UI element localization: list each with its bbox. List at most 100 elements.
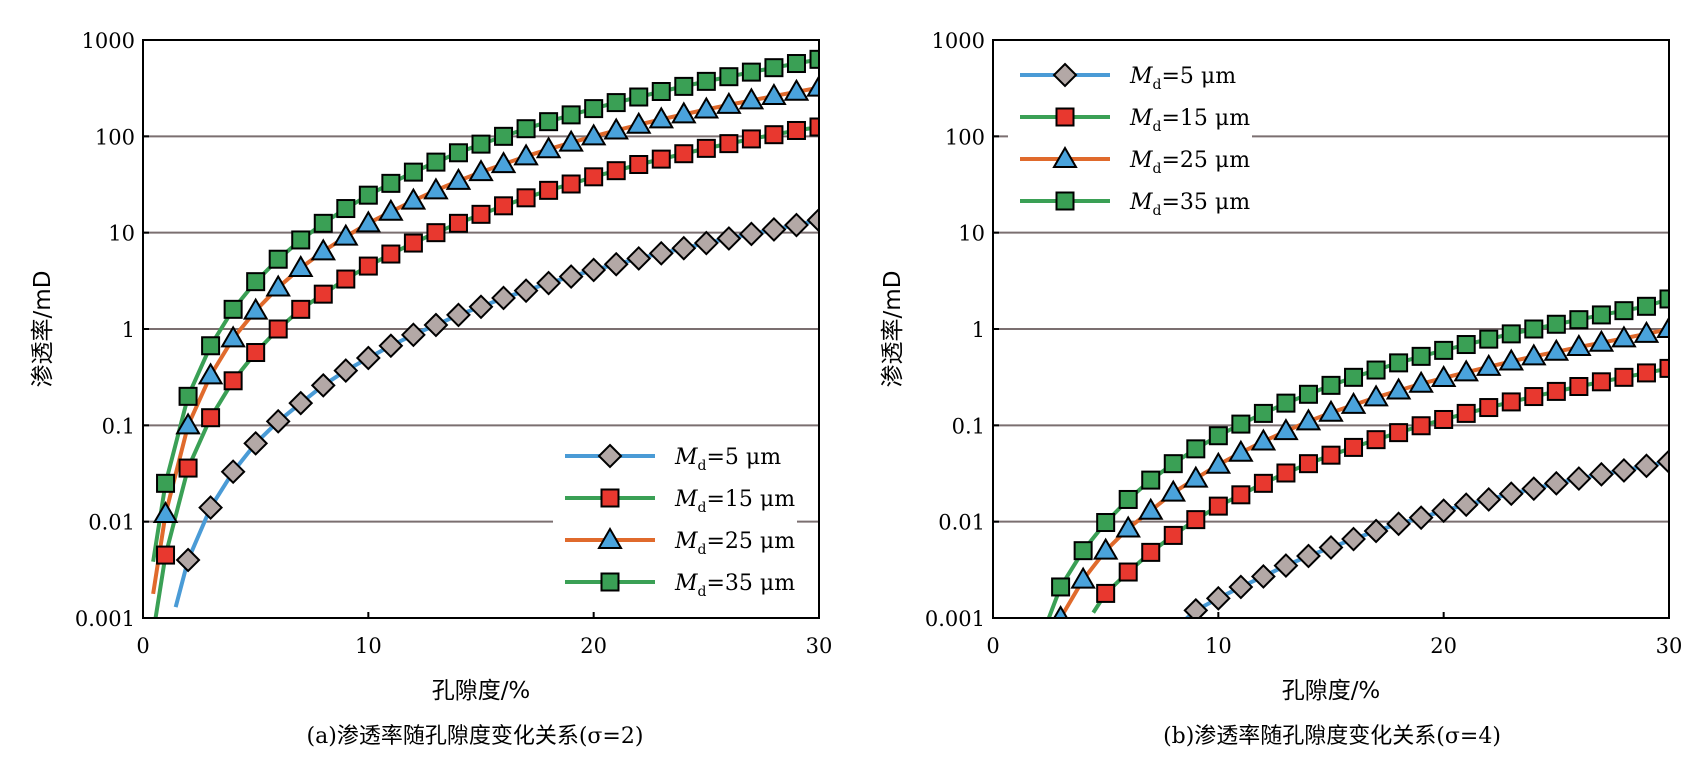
data-point	[1566, 334, 1592, 357]
legend-symbol: M	[1129, 190, 1153, 215]
data-point	[581, 257, 607, 283]
x-axis-title: 孔隙度/%	[432, 678, 531, 704]
data-point	[197, 362, 224, 385]
data-point	[535, 136, 562, 159]
data-point	[716, 91, 742, 114]
legend-symbol: M	[1129, 64, 1153, 89]
data-point	[201, 336, 221, 356]
data-point	[423, 312, 449, 338]
legend-value: =15 μm	[707, 487, 796, 512]
legend-symbol: M	[1129, 148, 1153, 173]
data-point	[1070, 566, 1096, 589]
data-point	[287, 254, 314, 277]
data-point	[355, 345, 381, 371]
data-point	[516, 188, 536, 208]
data-point	[1501, 324, 1521, 344]
data-point	[1228, 574, 1254, 600]
x-tick-label: 0	[136, 634, 149, 658]
plot-area	[1046, 289, 1669, 618]
data-point	[1340, 391, 1367, 414]
data-point	[1321, 445, 1341, 465]
data-point	[561, 174, 581, 194]
data-point	[355, 210, 382, 233]
data-point	[1273, 553, 1299, 579]
data-point	[400, 322, 426, 348]
data-point	[786, 120, 806, 140]
data-point	[446, 302, 471, 328]
data-point	[223, 299, 243, 319]
data-point	[584, 167, 604, 187]
data-point	[806, 207, 819, 233]
data-point	[1634, 453, 1659, 479]
data-point	[358, 256, 378, 276]
data-point	[426, 152, 446, 172]
data-point	[265, 274, 291, 297]
data-point	[741, 62, 761, 82]
data-point	[291, 230, 311, 250]
data-point	[806, 74, 819, 97]
legend-marker	[600, 488, 620, 508]
data-point	[1456, 403, 1476, 423]
data-point	[1366, 360, 1386, 380]
data-point	[1295, 408, 1322, 431]
data-point	[268, 319, 288, 339]
legend-marker	[1055, 107, 1075, 127]
data-point	[178, 386, 198, 406]
data-point	[1498, 481, 1524, 507]
data-point	[1566, 466, 1592, 492]
legend-symbol: M	[674, 571, 698, 596]
data-point	[471, 204, 491, 224]
legend-entry: Md=5 μm	[565, 443, 781, 474]
data-point	[1524, 387, 1544, 407]
data-point	[1591, 305, 1611, 325]
data-point	[1569, 310, 1589, 330]
data-point	[175, 412, 201, 435]
data-point	[381, 244, 401, 264]
legend-symbol: M	[674, 487, 698, 512]
data-point	[1205, 585, 1231, 611]
data-point	[1073, 541, 1093, 561]
chart-panel-a: 0.001 0.01 0.1 1 10 100 1000 0 10 20 30 孔隙度/% 渗透率/mD…	[30, 29, 832, 749]
data-point	[468, 294, 494, 320]
data-point	[561, 105, 581, 125]
data-point	[1321, 375, 1341, 395]
legend-subscript: d	[1153, 77, 1162, 93]
data-point	[1389, 423, 1409, 443]
data-point	[1546, 314, 1566, 334]
legend-symbol: M	[674, 445, 698, 470]
data-point	[1521, 476, 1547, 502]
legend-subscript: d	[698, 458, 707, 474]
legend-marker	[1052, 62, 1078, 88]
x-tick-label: 20	[580, 634, 607, 658]
data-point	[741, 129, 761, 149]
data-point	[1389, 353, 1409, 373]
data-point	[1476, 487, 1502, 512]
data-point	[1051, 577, 1071, 597]
data-point	[1385, 377, 1412, 400]
legend-label: Md=25 μm	[1129, 148, 1250, 177]
data-point	[1160, 479, 1187, 502]
data-point	[381, 173, 401, 193]
data-point	[1318, 399, 1344, 422]
legend-entry: Md=25 μm	[565, 527, 795, 558]
x-tick-label: 30	[1656, 634, 1683, 658]
data-point	[1231, 414, 1251, 434]
data-point	[809, 117, 819, 137]
data-point	[513, 278, 539, 304]
data-point	[674, 76, 694, 96]
y-tick-label: 0.001	[75, 607, 135, 631]
data-point	[246, 343, 266, 363]
data-point	[1253, 403, 1273, 423]
legend-marker	[597, 443, 623, 469]
data-point	[1096, 513, 1116, 533]
data-point	[1363, 518, 1389, 544]
data-point	[403, 233, 423, 253]
data-point	[738, 87, 765, 110]
y-tick-label: 1000	[82, 29, 135, 53]
data-point	[761, 83, 787, 106]
data-point	[491, 285, 516, 311]
x-tick-label: 20	[1430, 634, 1457, 658]
data-point	[719, 134, 739, 154]
